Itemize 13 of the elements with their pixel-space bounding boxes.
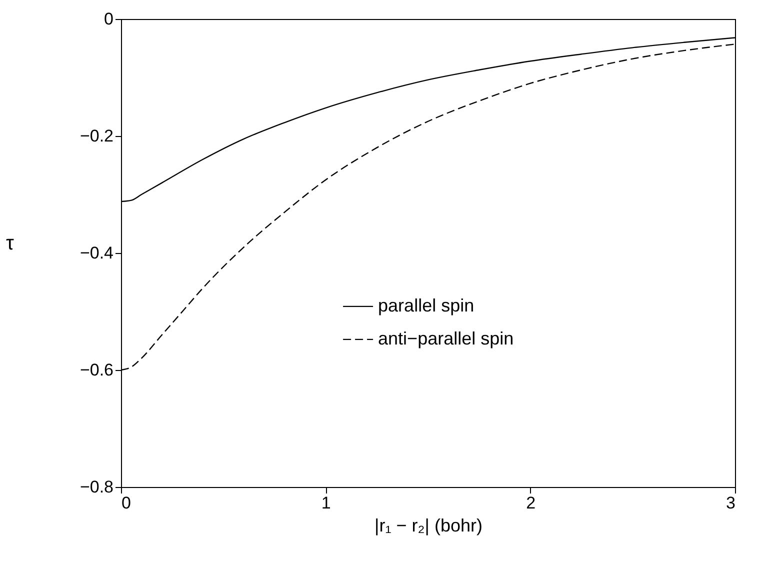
- y-tick-label: −0.2: [80, 126, 114, 146]
- y-axis-title: τ: [6, 232, 14, 254]
- legend-label: anti−parallel spin: [378, 328, 514, 348]
- y-tick-label: 0: [104, 10, 114, 28]
- x-tick-label: 0: [122, 494, 131, 512]
- x-tick-label: 1: [321, 494, 331, 512]
- x-tick-label: 2: [526, 494, 536, 512]
- y-tick-label: −0.8: [80, 478, 114, 496]
- y-tick-label: −0.6: [80, 360, 114, 380]
- x-axis-title: |r₁ − r₂| (bohr): [374, 516, 482, 536]
- y-tick-label: −0.4: [80, 244, 114, 262]
- x-tick-label: 3: [726, 494, 736, 512]
- legend-label: parallel spin: [378, 295, 474, 316]
